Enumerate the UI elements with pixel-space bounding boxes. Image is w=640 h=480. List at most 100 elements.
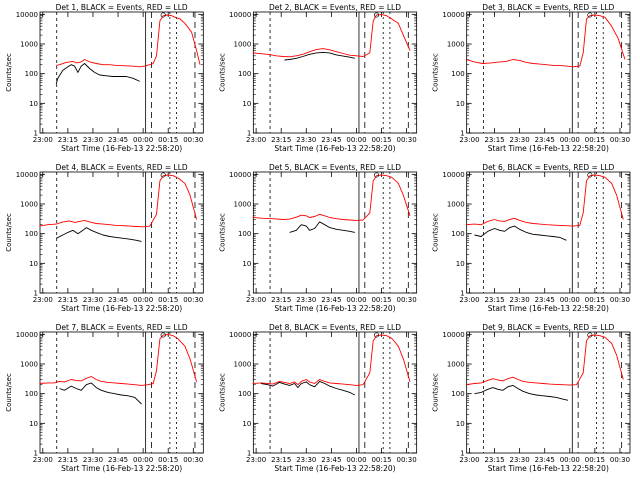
x-axis-label: Start Time (16-Feb-13 22:58:20) [274, 304, 395, 313]
x-tick-label: 23:00 [459, 456, 479, 464]
y-axis-label: Counts/sec [218, 53, 226, 92]
detector-panel-6: Det 6, BLACK = Events, RED = LLD 1 10 100 10… [432, 163, 631, 313]
x-tick-label: 23:00 [33, 456, 53, 464]
y-tick-label: 100 [238, 390, 251, 398]
y-tick-label: 1000 [234, 201, 252, 209]
x-tick-label: 23:30 [296, 296, 316, 304]
plot-frame [39, 331, 204, 454]
lld-series-line [252, 334, 411, 386]
y-tick-label: 100 [25, 70, 38, 78]
x-tick-label: 23:30 [510, 296, 530, 304]
events-series-line [55, 63, 140, 85]
x-tick-label: 23:45 [535, 136, 555, 144]
y-tick-label: 1000 [447, 361, 465, 369]
x-tick-label: 23:45 [321, 456, 341, 464]
x-tick-label: 00:30 [183, 456, 203, 464]
y-tick-label: 1000 [20, 361, 38, 369]
lld-series-line [466, 174, 624, 227]
y-tick-label: 10 [29, 420, 38, 428]
peak-marker [373, 12, 380, 18]
events-series-line [289, 221, 355, 233]
y-tick-label: 10000 [442, 331, 464, 339]
plot-frame [39, 11, 204, 134]
x-tick-label: 23:15 [484, 136, 504, 144]
lld-series-line [252, 14, 411, 58]
x-tick-label: 23:30 [83, 456, 103, 464]
x-tick-label: 23:15 [271, 136, 291, 144]
x-tick-label: 00:15 [371, 136, 391, 144]
panel-title: Det 4, BLACK = Events, RED = LLD [56, 163, 188, 172]
x-tick-label: 23:45 [108, 456, 128, 464]
peak-marker [160, 332, 166, 338]
y-tick-label: 1000 [20, 41, 38, 49]
x-tick-label: 00:15 [158, 136, 178, 144]
detector-panel-2: Det 2, BLACK = Events, RED = LLD 1 10 100 10… [218, 3, 418, 153]
y-tick-label: 10 [456, 100, 465, 108]
x-tick-label: 23:15 [58, 456, 78, 464]
events-series-line [284, 51, 355, 61]
y-tick-label: 100 [451, 390, 464, 398]
y-tick-label: 10 [456, 420, 465, 428]
x-tick-label: 00:15 [158, 456, 178, 464]
x-tick-label: 00:00 [133, 136, 153, 144]
x-tick-label: 00:15 [585, 136, 605, 144]
x-tick-label: 00:15 [371, 296, 391, 304]
x-tick-label: 23:00 [33, 136, 53, 144]
y-tick-label: 10000 [229, 331, 251, 339]
y-tick-label: 1 [460, 450, 464, 458]
x-tick-label: 00:30 [610, 136, 630, 144]
x-tick-label: 23:30 [510, 456, 530, 464]
x-tick-label: 00:30 [610, 456, 630, 464]
x-tick-label: 00:00 [560, 136, 580, 144]
x-axis-label: Start Time (16-Feb-13 22:58:20) [61, 464, 182, 473]
x-tick-label: 23:30 [83, 136, 103, 144]
y-axis-label: Counts/sec [432, 213, 440, 252]
panel-title: Det 3, BLACK = Events, RED = LLD [482, 3, 614, 12]
x-axis-label: Start Time (16-Feb-13 22:58:20) [274, 144, 395, 153]
x-tick-label: 23:30 [510, 136, 530, 144]
y-axis-label: Counts/sec [5, 213, 13, 252]
x-tick-label: 23:15 [58, 296, 78, 304]
x-tick-label: 23:00 [246, 136, 266, 144]
x-tick-label: 23:45 [108, 136, 128, 144]
y-tick-label: 1 [460, 290, 464, 298]
x-axis-label: Start Time (16-Feb-13 22:58:20) [274, 464, 395, 473]
events-series-line [59, 382, 142, 405]
lld-series-line [39, 174, 198, 228]
detector-panel-3: Det 3, BLACK = Events, RED = LLD 1 10 100 10… [432, 3, 631, 153]
y-tick-label: 10 [242, 260, 251, 268]
detector-panel-8: Det 8, BLACK = Events, RED = LLD 1 10 100 10… [218, 323, 418, 473]
y-tick-label: 10000 [16, 11, 38, 19]
panel-title: Det 6, BLACK = Events, RED = LLD [482, 163, 614, 172]
lld-series-line [252, 174, 411, 221]
x-axis-label: Start Time (16-Feb-13 22:58:20) [61, 304, 182, 313]
x-tick-label: 00:15 [371, 456, 391, 464]
x-tick-label: 00:15 [585, 456, 605, 464]
x-tick-label: 00:00 [346, 456, 366, 464]
y-axis-label: Counts/sec [432, 53, 440, 92]
plot-frame [252, 171, 418, 294]
x-tick-label: 23:45 [321, 136, 341, 144]
y-tick-label: 100 [451, 70, 464, 78]
y-tick-label: 100 [25, 390, 38, 398]
y-tick-label: 1 [34, 130, 38, 138]
x-tick-label: 23:00 [459, 136, 479, 144]
y-tick-label: 10 [456, 260, 465, 268]
y-tick-label: 10000 [16, 331, 38, 339]
panel-title: Det 8, BLACK = Events, RED = LLD [269, 323, 401, 332]
y-tick-label: 10000 [229, 11, 251, 19]
y-tick-label: 1000 [234, 41, 252, 49]
y-tick-label: 10000 [229, 171, 251, 179]
detector-panel-1: Det 1, BLACK = Events, RED = LLD 1 10 100 10… [5, 3, 204, 153]
events-series-line [474, 225, 567, 241]
y-axis-label: Counts/sec [5, 53, 13, 92]
plot-frame [466, 331, 631, 454]
x-tick-label: 00:00 [133, 296, 153, 304]
y-tick-label: 1 [34, 290, 38, 298]
x-tick-label: 00:30 [397, 296, 417, 304]
peak-marker [587, 12, 593, 18]
y-tick-label: 1000 [234, 361, 252, 369]
lld-series-line [465, 14, 626, 68]
y-axis-label: Counts/sec [5, 373, 13, 412]
